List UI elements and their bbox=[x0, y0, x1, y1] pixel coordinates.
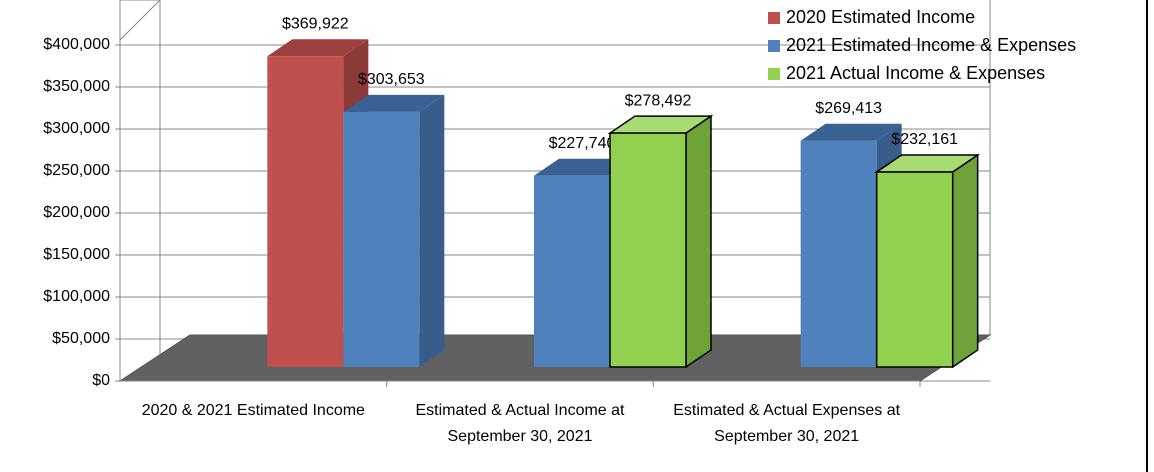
value-label: $227,740 bbox=[549, 135, 616, 152]
legend-swatch bbox=[768, 40, 780, 52]
bar-side bbox=[951, 153, 979, 369]
bar-top bbox=[800, 123, 902, 141]
y-tick-label: $100,000 bbox=[43, 288, 110, 305]
bar bbox=[800, 140, 877, 367]
bar-top bbox=[267, 39, 369, 57]
legend-swatch bbox=[768, 68, 780, 80]
y-tick-label: $200,000 bbox=[43, 204, 110, 221]
bar-side bbox=[419, 94, 445, 367]
legend-label: 2021 Actual Income & Expenses bbox=[786, 63, 1045, 83]
legend-label: 2020 Estimated Income bbox=[786, 7, 975, 27]
wall-edge bbox=[119, 0, 161, 41]
bar bbox=[343, 111, 420, 367]
value-label: $269,413 bbox=[815, 100, 882, 117]
y-tick-label: $250,000 bbox=[43, 162, 110, 179]
x-tick-label: Estimated & Actual Expenses at September… bbox=[673, 402, 901, 445]
y-tick-label: $0 bbox=[92, 372, 110, 389]
y-tick-label: $300,000 bbox=[43, 120, 110, 137]
y-tick-label: $400,000 bbox=[43, 36, 110, 53]
x-tick-label: 2020 & 2021 Estimated Income bbox=[141, 402, 365, 419]
back-wall bbox=[119, 0, 161, 382]
bar-top bbox=[343, 94, 445, 112]
bar bbox=[267, 56, 344, 368]
legend-swatch bbox=[768, 12, 780, 24]
bar bbox=[609, 132, 687, 368]
value-label: $232,161 bbox=[891, 131, 958, 148]
y-tick-label: $50,000 bbox=[52, 330, 110, 347]
value-label: $278,492 bbox=[625, 92, 692, 109]
value-label: $369,922 bbox=[282, 15, 349, 32]
legend-label: 2021 Estimated Income & Expenses bbox=[786, 35, 1076, 55]
y-tick-label: $350,000 bbox=[43, 78, 110, 95]
x-tick-label: Estimated & Actual Income at September 3… bbox=[415, 402, 625, 445]
value-label: $303,653 bbox=[358, 71, 425, 88]
bar-side bbox=[685, 114, 712, 369]
y-tick-label: $150,000 bbox=[43, 246, 110, 263]
bar bbox=[534, 175, 610, 367]
bar bbox=[875, 171, 954, 368]
